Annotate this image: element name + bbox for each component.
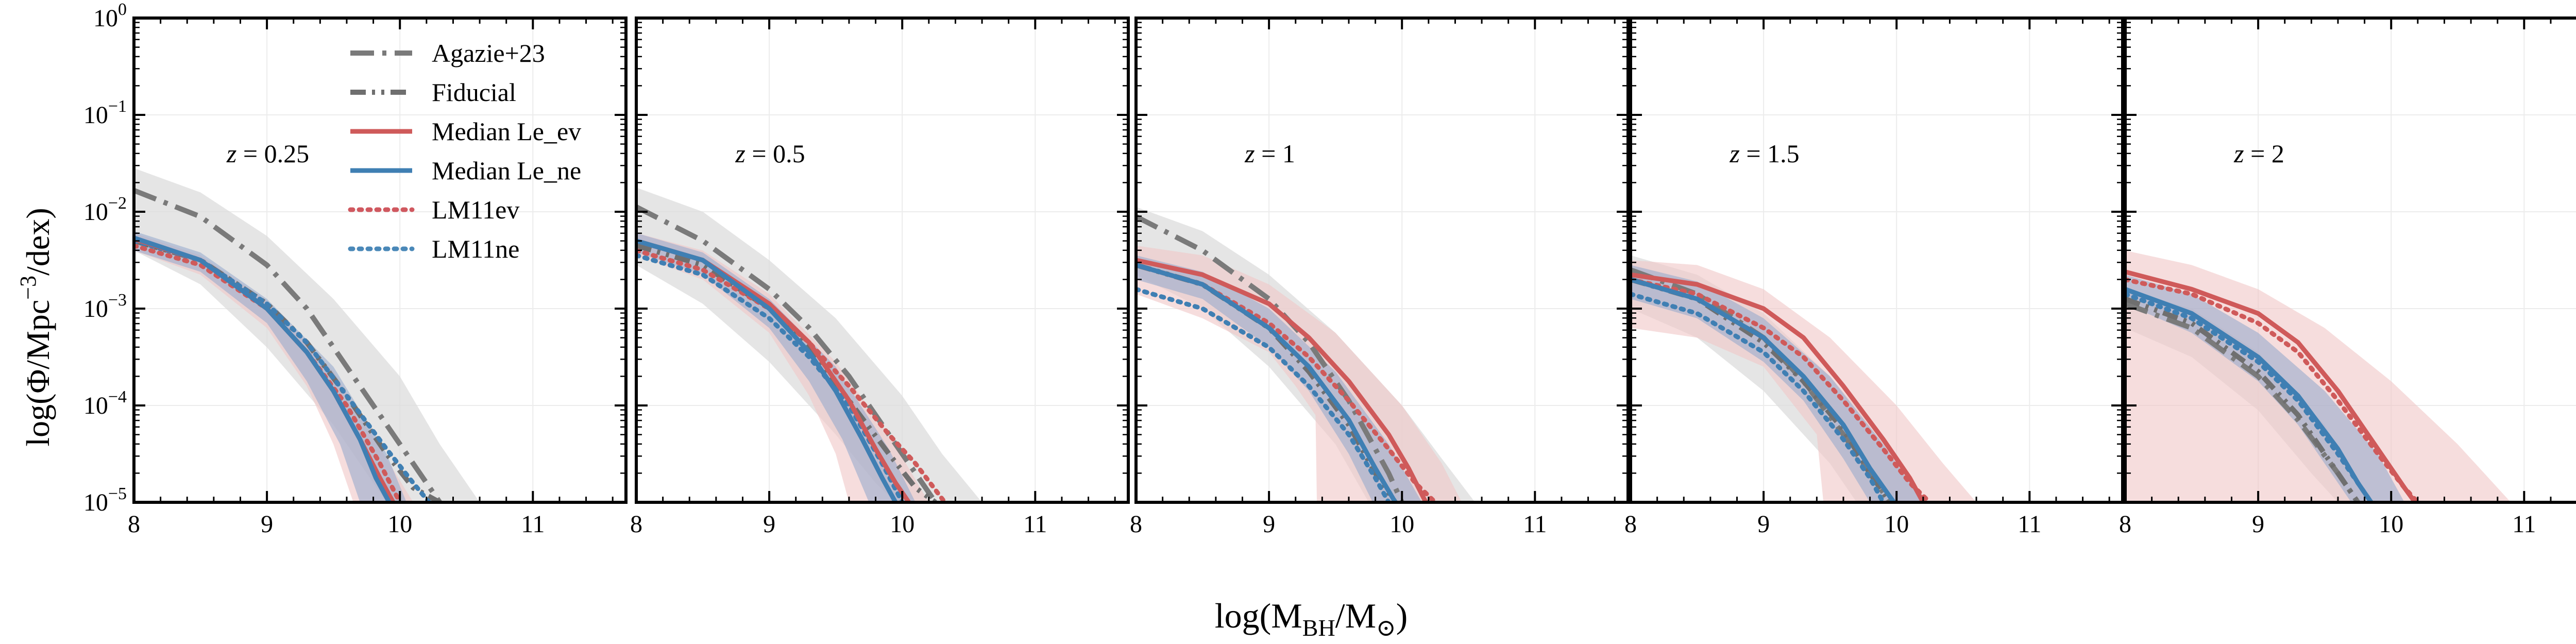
panel-3: 8 9 10 11 z = 1 — [1130, 16, 1630, 538]
legend-item-lm11ne: LM11ne — [348, 234, 519, 263]
x-tick-label: 9 — [763, 511, 775, 538]
y-tick-label: 10−2 — [83, 194, 127, 226]
x-tick-label: 9 — [2252, 511, 2264, 538]
x-tick-label: 10 — [1884, 511, 1909, 538]
legend-label: LM11ev — [432, 195, 519, 224]
y-tick-label: 10−3 — [83, 291, 127, 323]
axes-frame — [1629, 16, 2124, 504]
x-tick-label: 11 — [1523, 511, 1547, 538]
x-tick-label: 8 — [128, 511, 140, 538]
ticks — [635, 17, 1128, 503]
legend-label: Median Le_ne — [432, 156, 581, 185]
redshift-label: z = 1 — [1244, 139, 1295, 168]
line-median-le-ne — [636, 239, 898, 502]
series-lines — [1136, 214, 1438, 502]
y-tick-label: 100 — [93, 0, 127, 32]
axes-frame — [635, 16, 1130, 504]
y-axis-label: log(Φ/Mpc−3/dex) — [15, 208, 56, 446]
line-agazie-23 — [636, 205, 938, 502]
line-lm11ev — [636, 248, 947, 502]
legend-item-median-le-ne: Median Le_ne — [350, 156, 581, 185]
line-lm11ne — [1631, 292, 1886, 502]
x-tick-label: 11 — [521, 511, 545, 538]
line-median-le-ne — [2125, 287, 2374, 502]
line-median-le-ne — [1631, 277, 1896, 502]
y-label-main: log(Φ/Mpc — [20, 300, 56, 447]
panel-1: 8 9 10 11 10−5 10−4 10−3 10−2 10−1 100 z = 0.25 — [83, 0, 628, 538]
y-label-tail: /dex) — [20, 208, 56, 276]
line-median-le-ev — [1136, 258, 1428, 502]
redshift-label: z = 1.5 — [1729, 139, 1799, 168]
x-label-sub2: ⊙ — [1376, 615, 1396, 641]
series-lines — [2125, 269, 2420, 502]
line-median-le-ne — [1136, 263, 1398, 502]
x-label-tail: /M — [1335, 596, 1376, 635]
x-label-main: log(M — [1215, 596, 1302, 635]
line-fiducial — [2125, 296, 2360, 502]
line-fiducial — [1631, 277, 1892, 502]
series-lines — [1631, 267, 1933, 502]
x-tick-label: 11 — [2018, 511, 2041, 538]
axes-frame — [1134, 16, 1630, 504]
axes-frame — [2124, 16, 2576, 504]
panel-2: 8 9 10 11 z = 0.5 — [630, 16, 1130, 538]
legend-label: Agazie+23 — [432, 39, 545, 67]
x-label-close: ) — [1396, 596, 1408, 635]
legend-label: LM11ne — [432, 234, 519, 263]
series-lines — [636, 205, 947, 502]
legend-item-median-le-ev: Median Le_ev — [350, 117, 581, 146]
line-fiducial — [1136, 262, 1398, 502]
axes-frame — [132, 16, 628, 504]
band-agazie-23 — [134, 168, 480, 502]
x-tick-label: 8 — [1624, 511, 1637, 538]
line-agazie-23 — [1136, 214, 1404, 502]
redshift-label: z = 0.5 — [735, 139, 805, 168]
ticks — [133, 17, 626, 503]
ticks — [1630, 17, 2123, 503]
ticks — [1135, 17, 1628, 503]
x-tick-label: 10 — [2379, 511, 2403, 538]
line-lm11ev — [1631, 277, 1933, 502]
x-tick-label: 9 — [1263, 511, 1275, 538]
legend-label: Median Le_ev — [432, 117, 581, 146]
x-tick-label: 8 — [1130, 511, 1142, 538]
panel-4: 8 9 10 11 z = 1.5 — [1624, 16, 2124, 538]
legend-item-lm11ev: LM11ev — [348, 195, 519, 224]
x-tick-label: 10 — [387, 511, 412, 538]
x-tick-label: 8 — [630, 511, 642, 538]
x-tick-label: 8 — [2119, 511, 2131, 538]
line-lm11ne — [1136, 286, 1391, 502]
redshift-label: z = 0.25 — [226, 139, 309, 168]
band-median-le-ne — [636, 233, 916, 502]
x-axis-label: log(MBH/M⊙) — [1215, 596, 1408, 641]
legend-item-fiducial: Fiducial — [350, 78, 516, 107]
x-tick-label: 9 — [1757, 511, 1770, 538]
series-lines — [134, 188, 442, 502]
y-tick-label: 10−5 — [83, 484, 127, 516]
legend-label: Fiducial — [432, 78, 516, 107]
x-tick-label: 11 — [2512, 511, 2536, 538]
line-median-le-ev — [1631, 272, 1925, 502]
panels: 8 9 10 11 10−5 10−4 10−3 10−2 10−1 100 z = 0.25 8 9 1… — [83, 0, 2576, 538]
x-tick-label: 9 — [261, 511, 273, 538]
legend-item-agazie-23: Agazie+23 — [350, 39, 545, 67]
band-median-le-ne — [134, 231, 407, 502]
y-tick-label: 10−1 — [83, 97, 127, 129]
x-tick-label: 10 — [1389, 511, 1414, 538]
bands — [134, 168, 480, 502]
redshift-label: z = 2 — [2233, 139, 2284, 168]
y-tick-label: 10−4 — [83, 387, 127, 419]
x-label-sub: BH — [1302, 615, 1335, 641]
panel-5: 8 9 10 11 z = 2 — [2119, 16, 2576, 538]
legend: Agazie+23 Fiducial Median Le_ev Median Le_n… — [348, 39, 581, 263]
line-median-le-ev — [2125, 269, 2417, 502]
line-fiducial — [636, 243, 937, 502]
line-median-le-ne — [134, 235, 392, 502]
x-tick-label: 11 — [1023, 511, 1047, 538]
y-label-sup: −3 — [15, 276, 41, 300]
line-lm11ev — [134, 243, 402, 502]
ticks — [2124, 17, 2552, 503]
x-tick-label: 10 — [890, 511, 914, 538]
